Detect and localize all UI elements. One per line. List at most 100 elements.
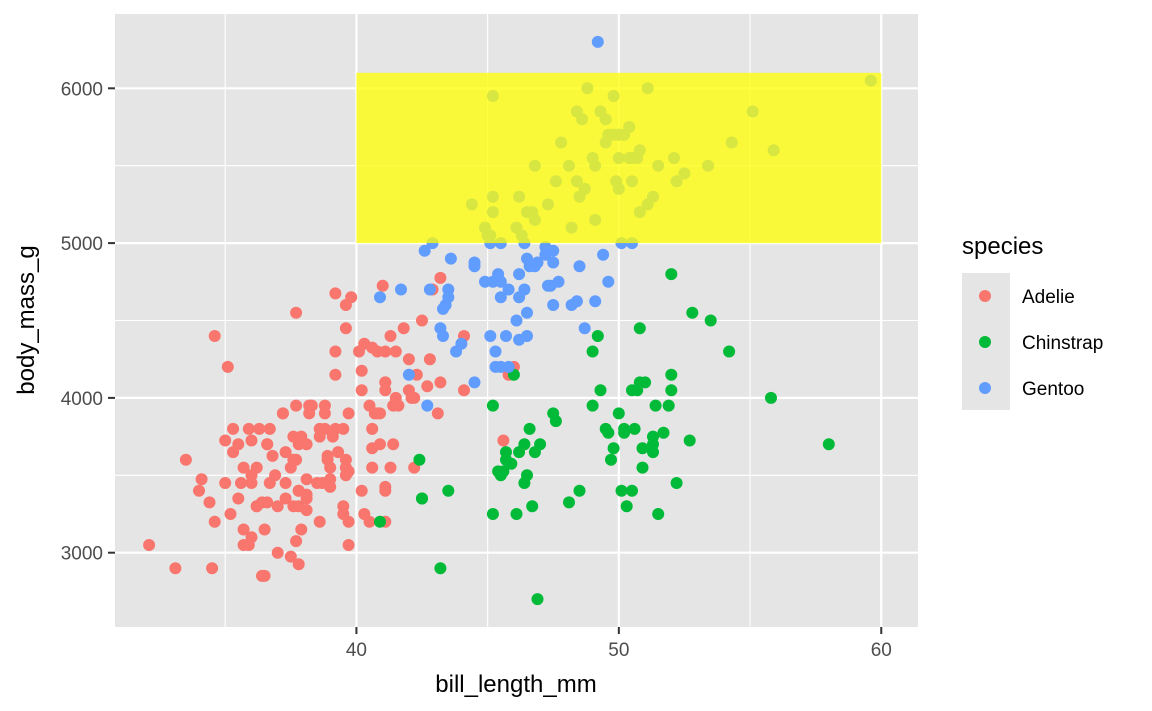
point-adelie — [245, 469, 258, 482]
point-adelie — [376, 279, 389, 292]
x-tick-label: 50 — [608, 640, 629, 661]
point-adelie — [287, 500, 300, 513]
point-gentoo — [528, 260, 541, 273]
point-chinstrap — [723, 345, 736, 358]
point-adelie — [221, 360, 234, 373]
point-adelie — [266, 449, 279, 462]
point-adelie — [366, 461, 379, 474]
point-gentoo — [444, 252, 457, 265]
point-adelie — [300, 473, 313, 486]
legend-label-gentoo: Gentoo — [1022, 379, 1084, 400]
point-adelie — [366, 422, 379, 435]
point-adelie — [337, 500, 350, 513]
point-chinstrap — [633, 322, 646, 335]
point-gentoo — [421, 399, 434, 412]
legend-label-chinstrap: Chinstrap — [1022, 333, 1103, 354]
point-gentoo — [510, 314, 523, 327]
point-chinstrap — [665, 384, 678, 397]
point-adelie — [208, 330, 221, 342]
point-gentoo — [395, 283, 407, 296]
point-gentoo — [418, 244, 431, 257]
point-chinstrap — [822, 438, 835, 451]
point-chinstrap — [486, 399, 499, 412]
point-chinstrap — [633, 376, 646, 389]
point-adelie — [195, 473, 208, 486]
point-adelie — [219, 477, 232, 489]
point-adelie — [363, 515, 376, 528]
point-chinstrap — [647, 438, 659, 451]
point-chinstrap — [586, 345, 599, 358]
point-adelie — [295, 430, 308, 443]
point-gentoo — [434, 322, 447, 335]
point-adelie — [292, 558, 305, 571]
point-gentoo — [450, 345, 463, 358]
point-gentoo — [570, 295, 583, 308]
point-adelie — [355, 364, 368, 377]
y-axis-ticks: 3000 4000 5000 6000 — [61, 79, 115, 565]
point-chinstrap — [626, 484, 638, 497]
point-adelie — [261, 438, 274, 451]
point-adelie — [339, 453, 352, 466]
point-chinstrap — [649, 399, 662, 412]
point-adelie — [408, 391, 421, 404]
point-adelie — [402, 353, 415, 366]
point-chinstrap — [549, 415, 562, 428]
point-adelie — [416, 314, 428, 327]
point-gentoo — [437, 302, 449, 315]
point-adelie — [279, 477, 292, 489]
point-adelie — [421, 380, 434, 393]
point-adelie — [384, 461, 397, 474]
point-adelie — [179, 453, 192, 466]
point-chinstrap — [620, 500, 633, 513]
point-adelie — [329, 368, 342, 381]
point-chinstrap — [704, 314, 717, 327]
point-adelie — [387, 438, 400, 451]
point-adelie — [397, 322, 410, 335]
point-chinstrap — [573, 484, 586, 497]
y-tick-label: 6000 — [61, 79, 103, 100]
point-gentoo — [402, 368, 415, 381]
point-adelie — [206, 562, 219, 575]
point-gentoo — [521, 252, 533, 265]
point-adelie — [329, 345, 342, 358]
legend-key-adelie — [979, 290, 991, 302]
point-adelie — [434, 271, 447, 284]
legend-key-chinstrap — [979, 336, 991, 348]
point-chinstrap — [612, 407, 625, 420]
point-adelie — [284, 550, 297, 563]
point-chinstrap — [434, 562, 447, 575]
point-adelie — [208, 515, 221, 528]
point-gentoo — [468, 376, 481, 389]
point-gentoo — [423, 283, 436, 296]
point-adelie — [276, 407, 289, 420]
point-chinstrap — [500, 446, 512, 459]
point-chinstrap — [528, 446, 541, 459]
point-chinstrap — [594, 384, 607, 397]
point-chinstrap — [683, 434, 696, 447]
point-adelie — [355, 384, 368, 397]
point-adelie — [261, 496, 274, 509]
point-adelie — [458, 384, 470, 397]
point-adelie — [290, 399, 303, 412]
point-chinstrap — [618, 426, 631, 439]
point-gentoo — [374, 291, 386, 304]
point-adelie — [384, 330, 397, 342]
point-chinstrap — [605, 453, 617, 466]
legend-label-adelie: Adelie — [1022, 287, 1075, 308]
legend-title: species — [962, 233, 1043, 260]
point-gentoo — [500, 330, 512, 342]
x-tick-label: 40 — [346, 640, 367, 661]
point-adelie — [389, 391, 402, 404]
x-tick-label: 60 — [871, 640, 892, 661]
point-adelie — [237, 523, 250, 536]
point-gentoo — [539, 248, 552, 261]
point-chinstrap — [374, 515, 386, 528]
point-gentoo — [518, 283, 531, 296]
point-adelie — [368, 407, 381, 420]
point-adelie — [271, 500, 284, 513]
point-adelie — [300, 504, 313, 517]
point-chinstrap — [486, 508, 499, 520]
point-gentoo — [547, 256, 560, 269]
point-adelie — [366, 442, 379, 455]
